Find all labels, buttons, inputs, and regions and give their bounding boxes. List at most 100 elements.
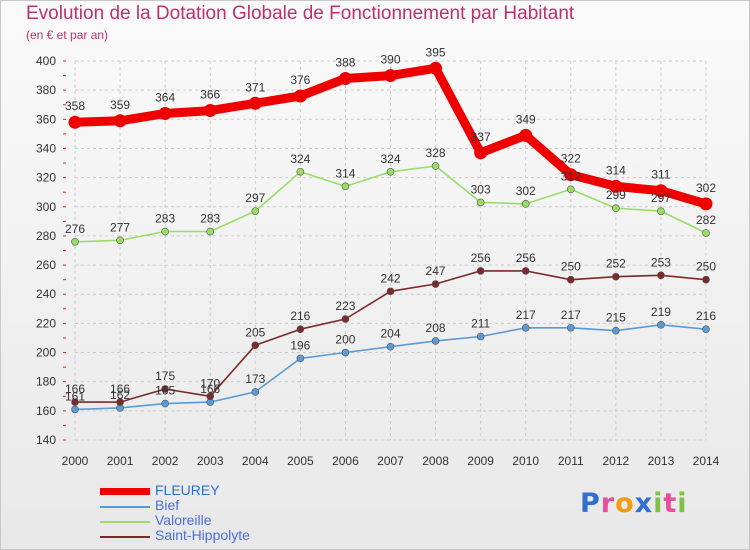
logo-letter: P <box>580 488 601 519</box>
data-point <box>71 398 79 406</box>
data-point <box>296 325 305 334</box>
data-label: 216 <box>290 309 310 323</box>
y-tick-label: 320 <box>36 171 56 185</box>
data-label: 217 <box>516 308 536 322</box>
data-label: 166 <box>200 382 220 396</box>
data-point <box>386 342 395 351</box>
x-tick-label: 2013 <box>648 454 675 468</box>
data-point <box>702 325 710 334</box>
x-tick-label: 2002 <box>152 454 179 468</box>
data-point <box>293 89 307 103</box>
data-point <box>251 341 260 350</box>
chart-plot: 140 160 180 200 220 240 260 280 300 320 340 360 380 4… <box>36 45 720 468</box>
y-tick-label: 400 <box>36 54 56 68</box>
data-point <box>476 267 485 275</box>
data-label: 283 <box>200 212 220 226</box>
legend-label: Saint-Hippolyte <box>155 527 250 543</box>
data-label: 215 <box>606 311 626 325</box>
data-point <box>113 114 127 128</box>
data-label: 282 <box>696 213 716 227</box>
data-point <box>161 227 169 236</box>
data-label: 366 <box>200 88 220 102</box>
data-point <box>699 197 713 211</box>
data-label: 376 <box>290 73 310 87</box>
x-tick-label: 2001 <box>107 454 134 468</box>
data-point <box>341 182 350 191</box>
data-label: 242 <box>380 271 400 285</box>
data-label: 303 <box>471 182 491 196</box>
data-point <box>612 204 620 213</box>
data-label: 359 <box>110 98 130 112</box>
y-tick-label: 240 <box>36 287 56 301</box>
data-point <box>566 323 575 332</box>
y-tick-label: 200 <box>36 346 56 360</box>
legend-swatch <box>100 521 150 523</box>
y-tick-label: 260 <box>36 258 56 272</box>
data-point <box>609 179 623 193</box>
data-label: 161 <box>65 389 85 403</box>
data-label: 314 <box>335 166 355 180</box>
data-point <box>566 185 575 194</box>
data-label: 256 <box>516 251 536 265</box>
logo-letter: i <box>677 488 688 519</box>
data-point <box>702 275 710 284</box>
data-point <box>71 405 79 414</box>
data-point <box>116 236 124 245</box>
data-label: 349 <box>516 112 536 126</box>
data-point <box>386 287 395 296</box>
logo-letter: i <box>653 488 664 519</box>
data-label: 283 <box>155 212 175 226</box>
logo-letter: x <box>634 488 654 519</box>
data-label: 175 <box>155 369 175 383</box>
x-tick-label: 2005 <box>287 454 314 468</box>
data-point <box>206 227 215 236</box>
data-label: 395 <box>426 45 446 59</box>
data-label: 211 <box>471 317 490 331</box>
data-label: 388 <box>335 55 355 69</box>
legend-swatch <box>100 488 150 495</box>
data-label: 250 <box>696 260 716 274</box>
x-tick-label: 2007 <box>377 454 404 468</box>
data-label: 299 <box>606 188 626 202</box>
logo-letter: t <box>663 488 678 519</box>
data-label: 328 <box>426 146 446 160</box>
y-tick-label: 160 <box>36 404 56 418</box>
data-label: 252 <box>606 257 626 271</box>
data-label: 297 <box>651 191 671 205</box>
data-point <box>476 198 485 207</box>
data-label: 324 <box>290 152 310 166</box>
data-label: 322 <box>561 152 581 166</box>
data-point <box>68 115 82 129</box>
legend-swatch <box>100 506 150 508</box>
data-point <box>386 167 395 176</box>
y-tick-label: 340 <box>36 141 56 155</box>
data-label: 200 <box>335 333 355 347</box>
data-point <box>341 315 350 323</box>
y-tick-label: 220 <box>36 316 56 330</box>
data-label: 358 <box>65 99 85 113</box>
data-point <box>564 168 578 182</box>
data-point <box>612 326 620 335</box>
data-point <box>158 106 172 120</box>
data-label: 162 <box>110 388 130 402</box>
data-point <box>248 96 262 110</box>
data-label: 247 <box>426 264 446 278</box>
data-point <box>116 398 124 406</box>
y-tick-label: 380 <box>36 83 56 97</box>
data-label: 250 <box>561 260 581 274</box>
data-point <box>519 128 533 142</box>
data-point <box>476 332 485 341</box>
data-point <box>251 207 260 215</box>
data-label: 253 <box>651 255 671 269</box>
logo-letter: o <box>615 488 635 519</box>
data-label: 219 <box>651 305 671 319</box>
data-point <box>612 272 620 281</box>
data-label: 196 <box>290 338 310 352</box>
x-tick-label: 2011 <box>558 454 584 468</box>
data-label: 390 <box>380 53 400 67</box>
data-point <box>206 392 215 401</box>
y-tick-label: 360 <box>36 112 56 126</box>
data-label: 166 <box>110 382 130 396</box>
x-tick-label: 2014 <box>693 454 720 468</box>
